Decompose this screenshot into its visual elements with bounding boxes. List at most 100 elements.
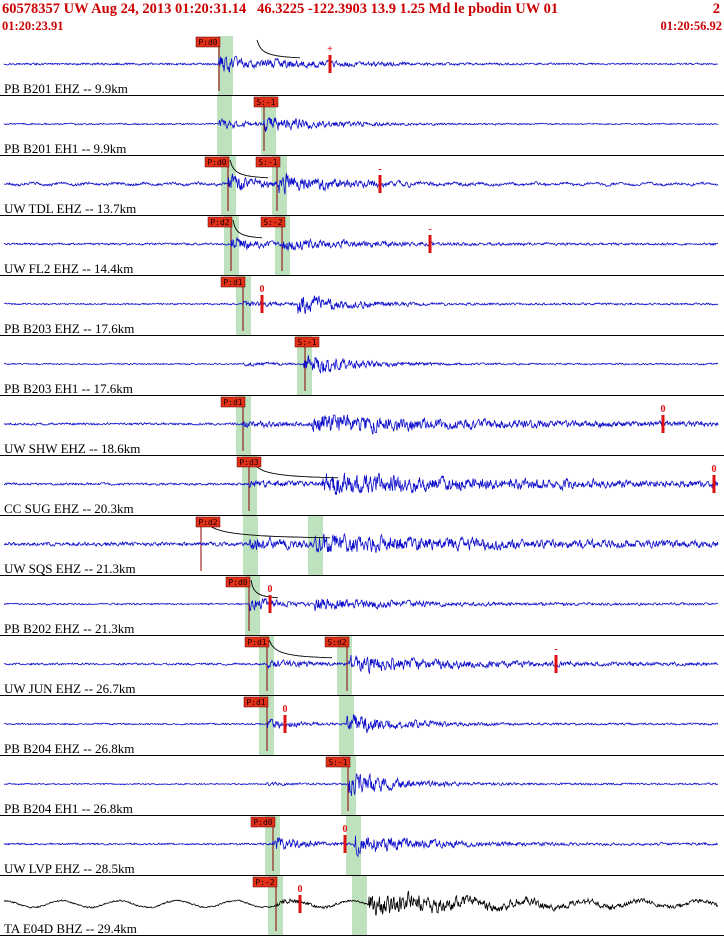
coda-decay-curve (229, 159, 269, 179)
station-label: UW SQS EHZ -- 21.3km (4, 561, 136, 576)
station-label: PB B201 EH1 -- 9.9km (4, 141, 126, 156)
seismogram-waveform[interactable] (3, 890, 719, 916)
trace-row: P:d1 S:d2 - UW JUN EHZ -- 26.7km (0, 636, 724, 696)
pick-flag-label: S:-1 (256, 98, 275, 107)
pick-flag[interactable] (244, 636, 270, 648)
trace-row: S:-1 PB B204 EH1 -- 26.8km (0, 756, 724, 816)
seismogram-waveform[interactable] (3, 713, 719, 734)
amplitude-pick-marker[interactable] (298, 895, 302, 913)
pick-flag[interactable] (225, 576, 251, 588)
amplitude-pick-label: 0 (283, 704, 288, 715)
trace-row: P:d3 0 CC SUG EHZ -- 20.3km (0, 456, 724, 516)
amplitude-pick-label: 0 (343, 824, 348, 835)
pick-flag-label: P:d0 (253, 818, 272, 827)
pick-flag[interactable] (195, 36, 221, 48)
amplitude-pick-marker[interactable] (661, 415, 665, 433)
station-label: UW TDL EHZ -- 13.7km (4, 201, 136, 216)
pick-flag[interactable] (253, 96, 279, 108)
seismogram-waveform[interactable] (3, 355, 719, 374)
pick-flag-label: S:d2 (327, 638, 346, 647)
arrival-window-band (261, 96, 276, 155)
amplitude-pick-marker[interactable] (268, 595, 272, 613)
page-number: 2 (712, 1, 720, 17)
pick-flag[interactable] (207, 216, 233, 228)
station-label: UW LVP EHZ -- 28.5km (4, 861, 135, 876)
arrival-window-band (339, 696, 354, 755)
trace-row: P:d1 0 PB B204 EHZ -- 26.8km (0, 696, 724, 756)
pick-flag[interactable] (236, 456, 262, 468)
trace-row: P:d0 0 PB B202 EHZ -- 21.3km (0, 576, 724, 636)
coda-decay-curve (232, 219, 263, 239)
seismogram-waveform[interactable] (3, 414, 719, 435)
amplitude-pick-label: - (428, 224, 431, 235)
time-window-row: 01:20:23.91 01:20:56.92 (0, 19, 724, 34)
seismogram-waveform[interactable] (4, 295, 719, 315)
coda-decay-curve (256, 39, 301, 59)
amplitude-pick-marker[interactable] (428, 235, 432, 253)
station-label: PB B201 EHZ -- 9.9km (4, 81, 128, 96)
pick-flag-label: P:d1 (246, 698, 265, 707)
pick-flag-label: P:d1 (247, 638, 266, 647)
seismogram-waveform[interactable] (3, 117, 719, 132)
amplitude-pick-label: 0 (268, 584, 273, 595)
seismogram-waveform[interactable] (3, 172, 719, 195)
trace-row: P:d0 0 UW LVP EHZ -- 28.5km (0, 816, 724, 876)
amplitude-pick-marker[interactable] (283, 715, 287, 733)
pick-flag[interactable] (243, 696, 269, 708)
trace-row: P:d2 S:-2 - UW FL2 EHZ -- 14.4km (0, 216, 724, 276)
pick-flag[interactable] (252, 876, 278, 888)
amplitude-pick-marker[interactable] (328, 55, 332, 73)
pick-flag[interactable] (255, 156, 281, 168)
event-header: 60578357 UW Aug 24, 2013 01:20:31.14 46.… (0, 0, 724, 18)
arrival-window-band (308, 516, 323, 575)
arrival-window-band (352, 876, 367, 935)
pick-flag[interactable] (260, 216, 286, 228)
pick-flag-label: P:d2 (210, 218, 229, 227)
trace-row: P:d0 S:-1 - UW TDL EHZ -- 13.7km (0, 156, 724, 216)
amplitude-pick-label: + (327, 44, 333, 55)
amplitude-pick-label: 0 (661, 404, 666, 415)
seismogram-waveform[interactable] (3, 835, 719, 858)
pick-flag[interactable] (250, 816, 276, 828)
station-label: UW FL2 EHZ -- 14.4km (4, 261, 133, 276)
station-label: UW JUN EHZ -- 26.7km (4, 681, 136, 696)
pick-flag[interactable] (324, 636, 350, 648)
station-label: PB B203 EH1 -- 17.6km (4, 381, 133, 396)
trace-row: P:-2 0 TA E04D BHZ -- 29.4km (0, 876, 724, 936)
pick-flag-label: P:d2 (198, 518, 217, 527)
trace-row: P:d1 0 UW SHW EHZ -- 18.6km (0, 396, 724, 456)
coda-decay-curve (268, 639, 333, 659)
trace-canvas[interactable]: P:d0 + PB B201 EHZ -- 9.9km S:-1 PB B201 EH1… (0, 36, 724, 938)
pick-flag-label: P:d1 (223, 398, 242, 407)
amplitude-pick-marker[interactable] (378, 175, 382, 193)
pick-flag[interactable] (220, 396, 246, 408)
station-label: UW SHW EHZ -- 18.6km (4, 441, 140, 456)
pick-flag-label: S:-1 (328, 758, 347, 767)
amplitude-pick-label: 0 (712, 464, 717, 475)
pick-flag[interactable] (294, 336, 320, 348)
pick-flag[interactable] (325, 756, 351, 768)
seismogram-waveform[interactable] (3, 55, 719, 73)
pick-flag-label: S:-2 (263, 218, 282, 227)
amplitude-pick-label: - (378, 164, 381, 175)
station-label: PB B202 EHZ -- 21.3km (4, 621, 134, 636)
pick-flag-label: P:d0 (198, 38, 217, 47)
seismogram-waveform[interactable] (3, 237, 719, 252)
amplitude-pick-marker[interactable] (343, 835, 347, 853)
arrival-window-band (217, 96, 232, 155)
seismogram-waveform[interactable] (3, 597, 719, 612)
pick-flag-label: P:d0 (228, 578, 247, 587)
seismogram-waveform[interactable] (3, 772, 719, 796)
pick-flag[interactable] (204, 156, 230, 168)
amplitude-pick-marker[interactable] (554, 655, 558, 673)
amplitude-pick-marker[interactable] (712, 475, 716, 493)
amplitude-pick-marker[interactable] (260, 295, 264, 313)
seismogram-waveform[interactable] (4, 532, 719, 553)
trace-row: P:d0 + PB B201 EHZ -- 9.9km (0, 36, 724, 96)
pick-flag[interactable] (195, 516, 221, 528)
seismogram-waveform[interactable] (3, 654, 719, 674)
pick-flag[interactable] (220, 276, 246, 288)
coda-decay-curve (202, 519, 331, 539)
seismogram-waveform[interactable] (3, 472, 719, 495)
